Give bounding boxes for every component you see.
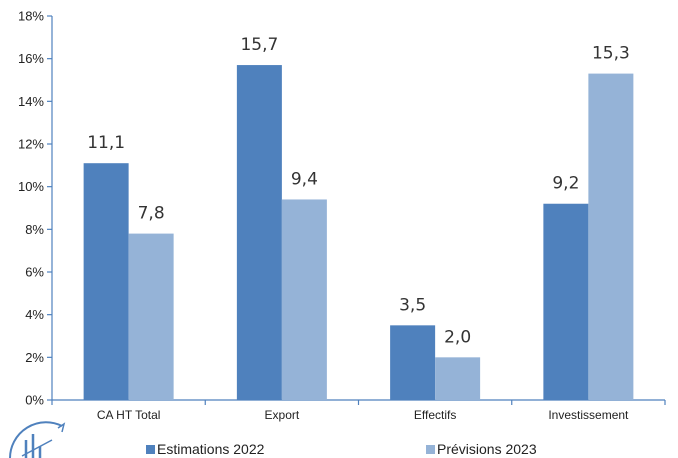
y-tick-label: 4% (25, 307, 44, 322)
bar (129, 234, 174, 400)
bar (435, 357, 480, 400)
legend-label: Prévisions 2023 (437, 441, 537, 457)
y-tick-label: 8% (25, 222, 44, 237)
y-tick-label: 2% (25, 350, 44, 365)
legend: Estimations 2022 Prévisions 2023 (146, 441, 537, 457)
x-axis: CA HT Total Export Effectifs Investissement (52, 400, 665, 422)
data-label: 15,7 (240, 35, 278, 55)
y-tick-label: 12% (18, 137, 44, 152)
bar (390, 325, 435, 400)
data-label: 2,0 (444, 327, 471, 347)
y-tick-label: 14% (18, 94, 44, 109)
legend-swatch (426, 445, 435, 454)
legend-swatch (146, 445, 155, 454)
y-tick-label: 6% (25, 265, 44, 280)
bar (84, 163, 129, 400)
y-axis: 0% 2% 4% 6% 8% 10% 12% 14% 16% 18% (18, 9, 52, 408)
bar (282, 199, 327, 400)
data-label: 3,5 (399, 295, 426, 315)
x-tick-label: CA HT Total (97, 408, 161, 422)
y-tick-label: 0% (25, 393, 44, 408)
bar (237, 65, 282, 400)
data-label: 9,4 (291, 169, 318, 189)
x-tick-label: Export (265, 408, 300, 422)
x-tick-label: Effectifs (414, 408, 456, 422)
bars (84, 65, 634, 400)
logo-icon (10, 422, 64, 458)
bar (588, 74, 633, 400)
bar (543, 204, 588, 400)
data-label: 11,1 (87, 133, 125, 153)
data-label: 7,8 (138, 204, 165, 224)
data-label: 15,3 (592, 44, 630, 64)
y-tick-label: 18% (18, 9, 44, 24)
x-tick-label: Investissement (548, 408, 629, 422)
y-tick-label: 16% (18, 51, 44, 66)
legend-label: Estimations 2022 (157, 441, 265, 457)
y-tick-label: 10% (18, 179, 44, 194)
data-label: 9,2 (552, 174, 579, 194)
